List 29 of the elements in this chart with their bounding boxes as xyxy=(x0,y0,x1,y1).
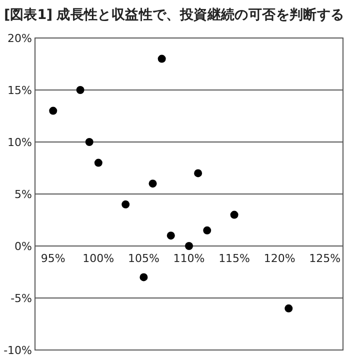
point xyxy=(203,226,212,234)
point xyxy=(284,304,293,312)
y-tick-label: 5% xyxy=(14,188,32,201)
point xyxy=(158,54,166,63)
point xyxy=(185,242,193,250)
y-tick-label: 20% xyxy=(8,32,32,45)
chart-title: [図表1] 成長性と収益性で、投資継続の可否を判断する xyxy=(4,7,344,23)
x-tick-label: 100% xyxy=(82,252,114,265)
y-tick-label: -5% xyxy=(10,292,32,305)
x-tick-label: 125% xyxy=(309,252,341,265)
point xyxy=(148,180,157,188)
x-tick-label: 95% xyxy=(40,252,66,265)
point xyxy=(94,158,102,167)
x-tick-label: 120% xyxy=(264,252,296,265)
point xyxy=(166,232,175,240)
x-tick-label: 115% xyxy=(218,252,250,265)
point xyxy=(85,138,94,146)
point xyxy=(122,200,130,208)
y-tick-label: 10% xyxy=(8,136,32,149)
point xyxy=(230,210,238,219)
x-tick-label: 110% xyxy=(173,252,205,265)
y-tick-label: -10% xyxy=(4,344,32,357)
x-tick-label: 105% xyxy=(128,252,160,265)
point xyxy=(49,106,58,115)
y-tick-label: 15% xyxy=(8,84,32,97)
point xyxy=(140,273,148,282)
y-tick-label: 0% xyxy=(14,240,32,253)
point xyxy=(76,86,84,94)
point xyxy=(194,169,202,178)
